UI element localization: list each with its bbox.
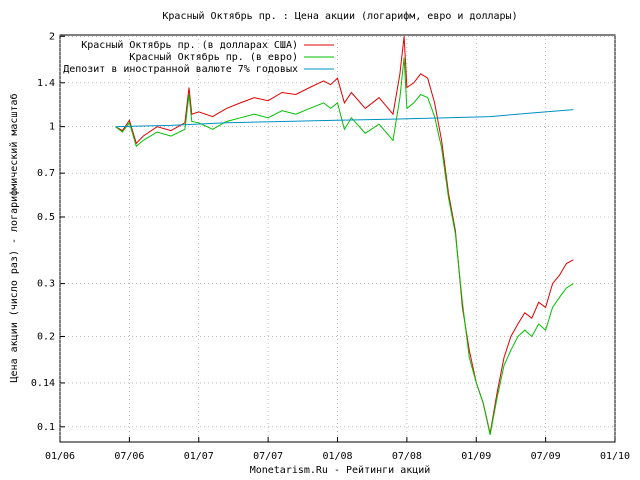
y-tick-label: 0.14 (31, 378, 55, 389)
y-tick-label: 0.5 (37, 212, 55, 223)
x-tick-label: 01/06 (45, 451, 75, 462)
x-tick-label: 01/09 (461, 451, 491, 462)
x-tick-label: 07/07 (253, 451, 283, 462)
x-tick-label: 07/08 (392, 451, 422, 462)
x-tick-label: 01/10 (600, 451, 630, 462)
x-tick-label: 07/06 (114, 451, 144, 462)
series-line (115, 109, 574, 128)
y-tick-label: 0.2 (37, 331, 55, 342)
y-tick-label: 0.1 (37, 422, 55, 433)
series-line (115, 57, 574, 436)
series-line (115, 36, 574, 434)
y-axis-label: Цена акции (число раз) - логарифмический… (8, 94, 20, 383)
legend-label: Красный Октябрь пр. (в долларах США) (81, 39, 298, 51)
y-tick-label: 0.7 (37, 168, 55, 179)
y-tick-label: 1 (49, 122, 55, 133)
plot-frame (59, 34, 616, 443)
y-tick-label: 0.3 (37, 279, 55, 290)
y-tick-label: 2 (49, 31, 55, 42)
x-tick-label: 07/09 (531, 451, 561, 462)
chart-title: Красный Октябрь пр. : Цена акции (логари… (162, 10, 517, 22)
x-axis-label: Monetarism.Ru - Рейтинги акций (250, 464, 431, 476)
y-tick-label: 1.4 (37, 78, 55, 89)
x-tick-label: 01/07 (184, 451, 214, 462)
x-tick-label: 01/08 (322, 451, 352, 462)
legend-label: Красный Октябрь пр. (в евро) (129, 51, 298, 63)
legend-label: Депозит в иностранной валюте 7% годовых (63, 63, 298, 75)
